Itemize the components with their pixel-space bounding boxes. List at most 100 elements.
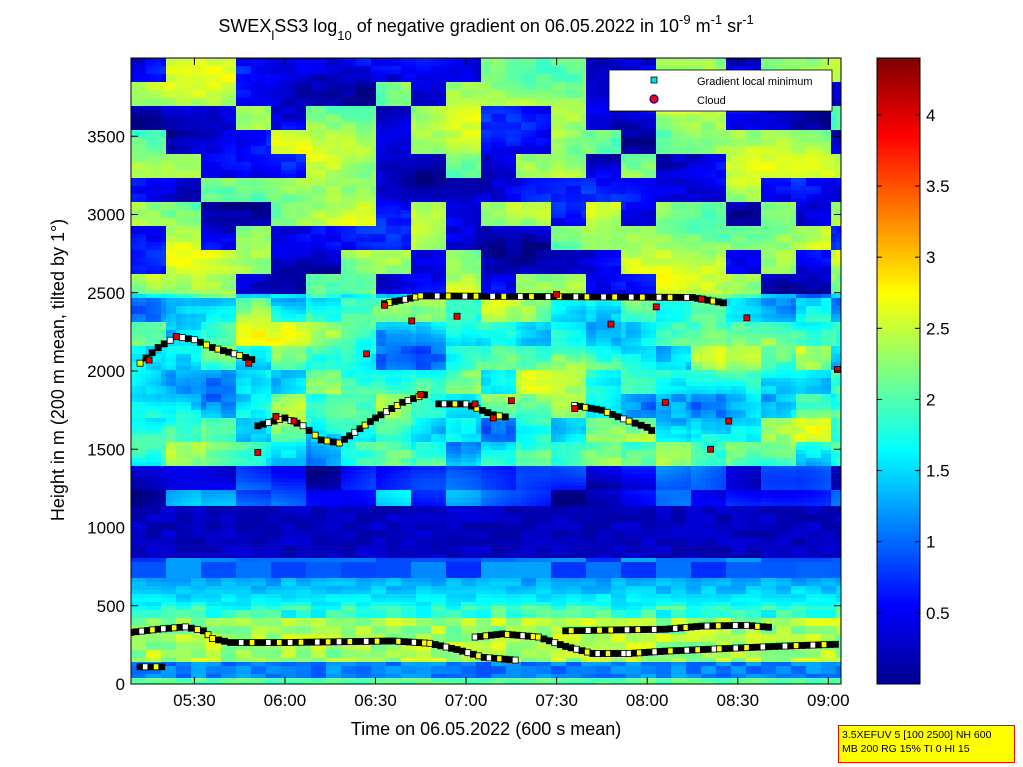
heatmap-cell: [351, 178, 357, 183]
heatmap-cell: [476, 190, 482, 195]
heatmap-cell: [256, 170, 262, 175]
heatmap-cell: [571, 98, 577, 103]
heatmap-cell: [166, 154, 172, 159]
heatmap-cell: [231, 66, 237, 71]
heatmap-cell: [261, 74, 267, 79]
heatmap-cell: [136, 178, 142, 183]
heatmap-cell: [681, 58, 687, 63]
heatmap-cell: [206, 58, 212, 63]
heatmap-cell: [731, 154, 737, 159]
heatmap-cell: [786, 118, 792, 123]
heatmap-cell: [736, 142, 742, 147]
heatmap-cell: [401, 122, 407, 127]
heatmap-cell: [216, 74, 222, 79]
heatmap-cell: [206, 150, 212, 155]
heatmap-cell: [461, 142, 467, 147]
heatmap-cell: [686, 134, 692, 139]
heatmap-cell: [806, 134, 812, 139]
heatmap-cell: [801, 118, 807, 123]
heatmap-cell: [656, 58, 662, 63]
heatmap-cell: [696, 154, 702, 159]
heatmap-cell: [591, 186, 597, 191]
heatmap-cell: [541, 86, 547, 91]
heatmap-cell: [651, 194, 657, 199]
heatmap-cell: [231, 126, 237, 131]
heatmap-cell: [721, 130, 727, 135]
heatmap-cell: [596, 194, 602, 199]
heatmap-cell: [291, 150, 297, 155]
heatmap-cell: [526, 70, 532, 75]
heatmap-cell: [776, 122, 782, 127]
heatmap-cell: [801, 158, 807, 163]
heatmap-cell: [666, 166, 672, 171]
heatmap-cell: [566, 74, 572, 79]
heatmap-cell: [701, 150, 707, 155]
heatmap-cell: [451, 122, 457, 127]
heatmap-cell: [601, 86, 607, 91]
heatmap-cell: [306, 146, 312, 151]
heatmap-cell: [606, 182, 612, 187]
heatmap-cell: [591, 166, 597, 171]
heatmap-cell: [621, 170, 627, 175]
heatmap-cell: [751, 122, 757, 127]
heatmap-cell: [536, 110, 542, 115]
heatmap-cell: [446, 186, 452, 191]
heatmap-cell: [571, 190, 577, 195]
heatmap-cell: [576, 142, 582, 147]
heatmap-cell: [276, 146, 282, 151]
heatmap-cell: [546, 110, 552, 115]
heatmap-cell: [391, 74, 397, 79]
heatmap-cell: [296, 162, 302, 167]
heatmap-cell: [456, 186, 462, 191]
heatmap-cell: [821, 58, 827, 63]
heatmap-cell: [331, 162, 337, 167]
heatmap-cell: [371, 78, 377, 83]
heatmap-cell: [716, 138, 722, 143]
heatmap-cell: [701, 178, 707, 183]
heatmap-cell: [571, 186, 577, 191]
heatmap-cell: [266, 150, 272, 155]
heatmap-cell: [271, 134, 277, 139]
heatmap-cell: [756, 114, 762, 119]
heatmap-cell: [431, 142, 437, 147]
heatmap-cell: [361, 194, 367, 199]
heatmap-cell: [511, 134, 517, 139]
heatmap-cell: [421, 102, 427, 107]
heatmap-cell: [611, 162, 617, 167]
heatmap-cell: [436, 118, 442, 123]
heatmap-cell: [696, 194, 702, 199]
heatmap-cell: [661, 122, 667, 127]
heatmap-cell: [271, 162, 277, 167]
heatmap-cell: [481, 174, 487, 179]
heatmap-cell: [556, 70, 562, 75]
heatmap-cell: [461, 190, 467, 195]
heatmap-cell: [451, 134, 457, 139]
heatmap-cell: [526, 118, 532, 123]
heatmap-cell: [396, 150, 402, 155]
heatmap-cell: [561, 74, 567, 79]
heatmap-cell: [406, 66, 412, 71]
heatmap-cell: [621, 114, 627, 119]
heatmap-cell: [391, 114, 397, 119]
heatmap-cell: [291, 106, 297, 111]
heatmap-cell: [456, 146, 462, 151]
heatmap-cell: [326, 74, 332, 79]
heatmap-cell: [296, 126, 302, 131]
heatmap-cell: [256, 142, 262, 147]
heatmap-cell: [491, 62, 497, 67]
heatmap-cell: [371, 146, 377, 151]
heatmap-cell: [336, 86, 342, 91]
heatmap-cell: [386, 130, 392, 135]
heatmap-cell: [631, 134, 637, 139]
heatmap-cell: [761, 118, 767, 123]
heatmap-cell: [141, 150, 147, 155]
heatmap-cell: [526, 194, 532, 199]
heatmap-cell: [531, 170, 537, 175]
heatmap-cell: [591, 70, 597, 75]
heatmap-cell: [306, 150, 312, 155]
heatmap-cell: [351, 106, 357, 111]
heatmap-cell: [701, 186, 707, 191]
heatmap-cell: [616, 182, 622, 187]
heatmap-cell: [206, 138, 212, 143]
heatmap-cell: [211, 86, 217, 91]
